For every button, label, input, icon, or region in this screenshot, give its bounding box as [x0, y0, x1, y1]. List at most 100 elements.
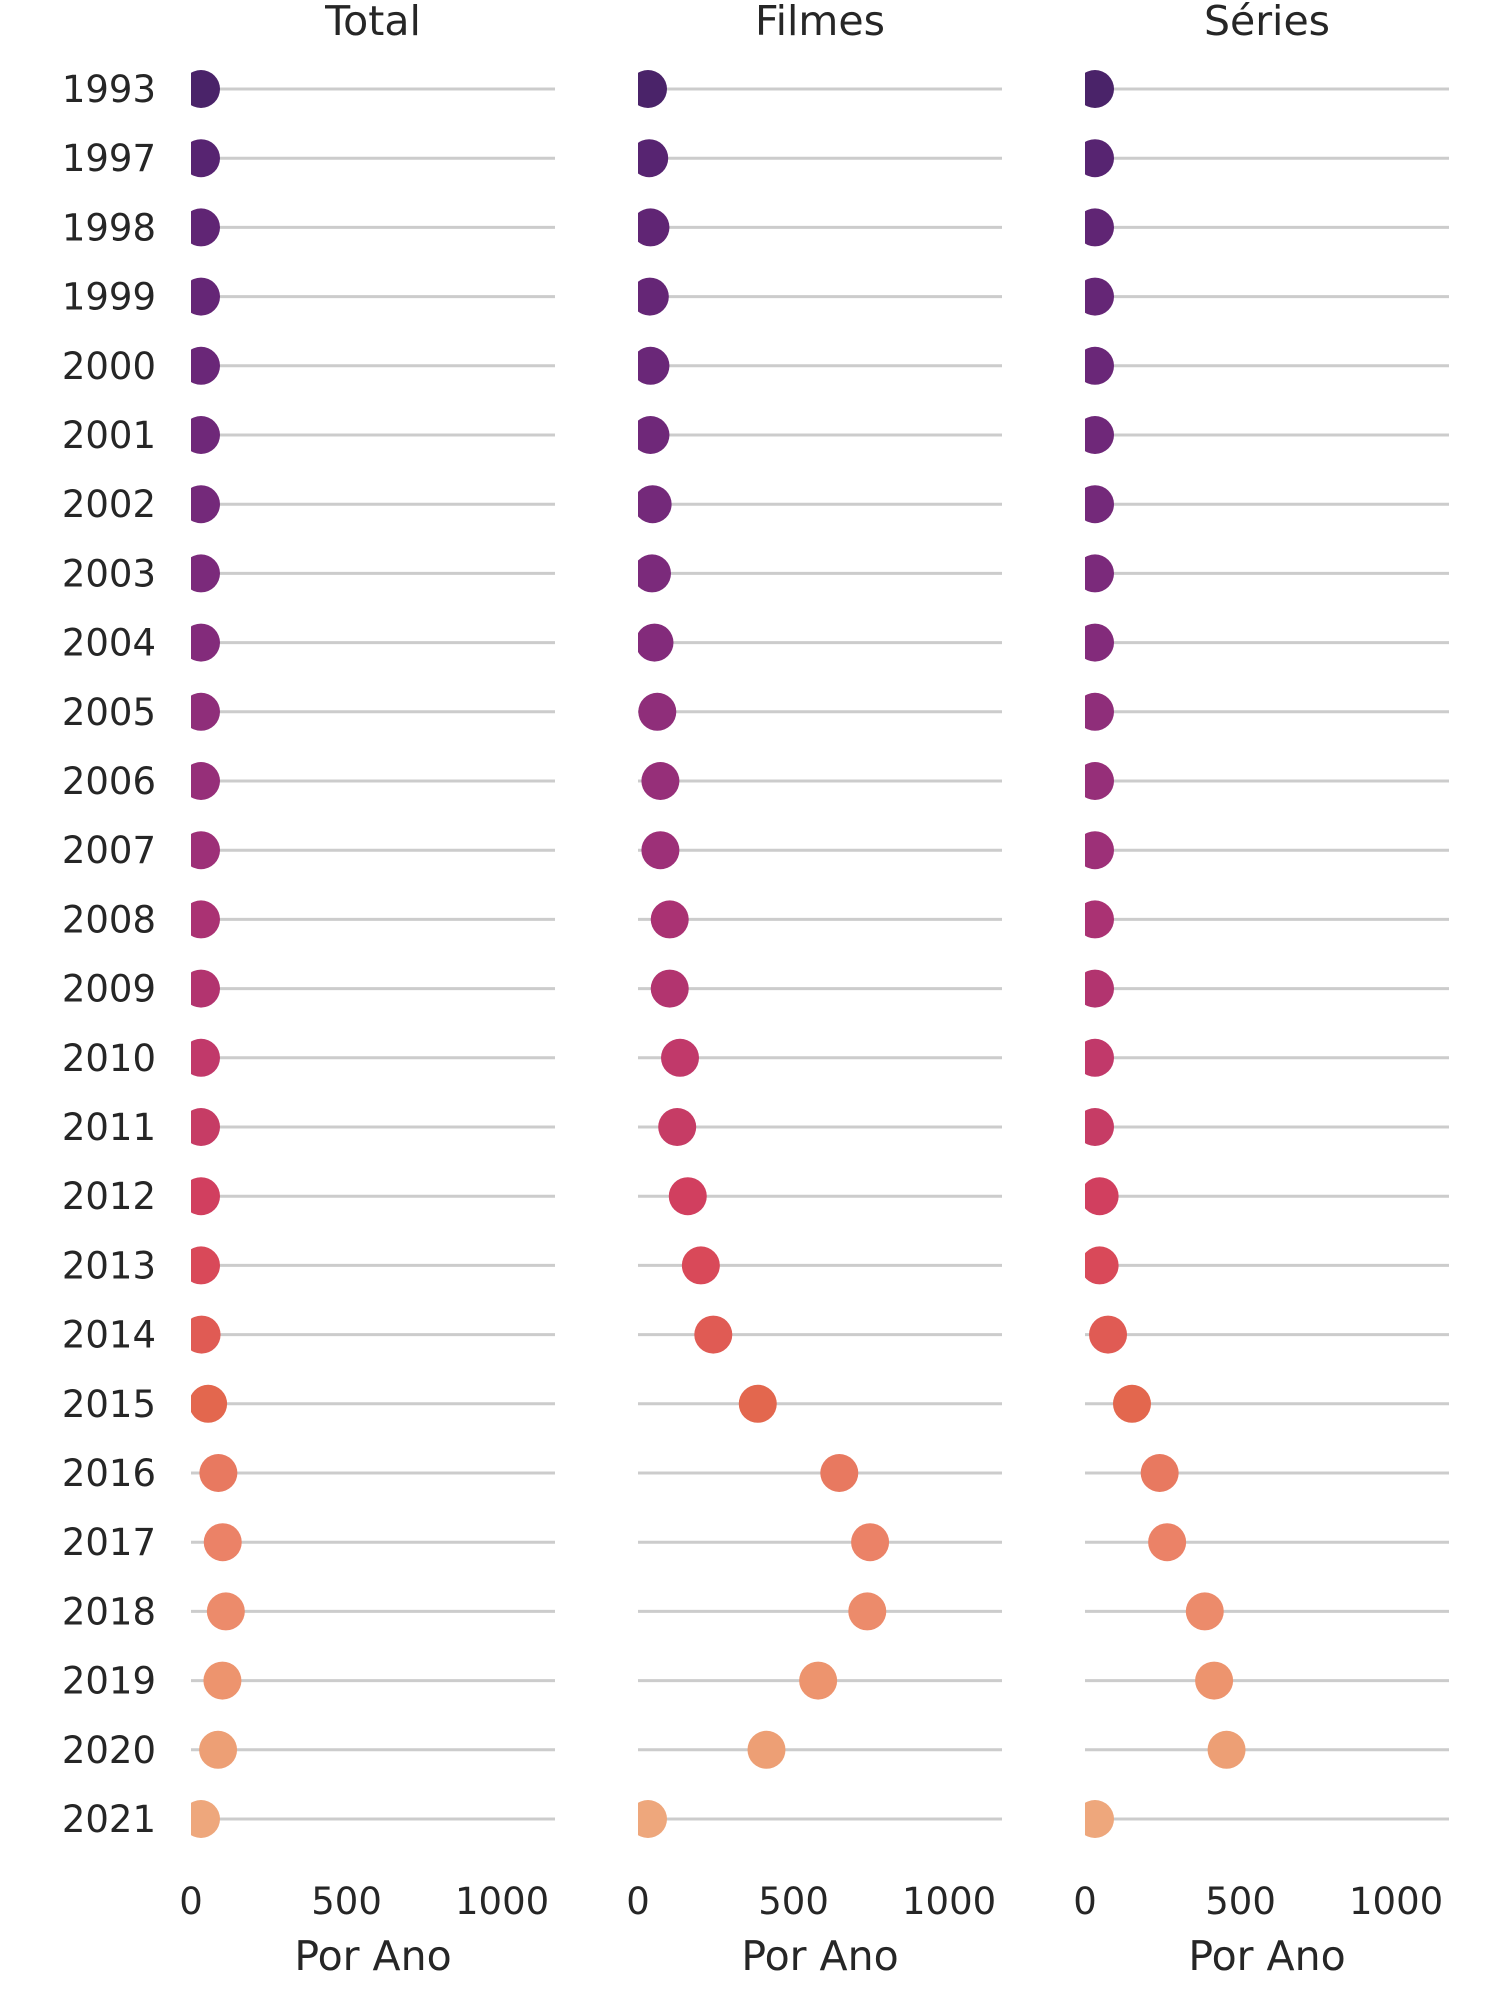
y-tick-label: 2014 — [62, 1314, 156, 1357]
data-point-2010 — [1085, 1038, 1114, 1077]
data-point-2006 — [1085, 762, 1114, 800]
data-point-2003 — [638, 554, 671, 593]
x-tick-label: 0 — [626, 1880, 650, 1923]
data-point-1998 — [1085, 208, 1114, 247]
data-point-2008 — [650, 900, 689, 939]
data-point-2010 — [191, 1038, 220, 1077]
data-point-2019 — [799, 1661, 838, 1700]
y-tick-label: 2001 — [62, 414, 156, 457]
panel-title: Filmes — [755, 0, 885, 45]
data-point-2021 — [1085, 1800, 1114, 1838]
y-tick-label: 2007 — [62, 829, 156, 872]
data-point-2021 — [191, 1800, 220, 1838]
x-axis-label: Por Ano — [741, 1932, 898, 1980]
panel-title: Séries — [1204, 0, 1330, 45]
data-point-2013 — [681, 1246, 720, 1285]
y-tick-label: 2021 — [62, 1798, 156, 1841]
y-tick-label: 1993 — [62, 68, 156, 111]
y-tick-label: 2018 — [62, 1590, 156, 1633]
data-point-2007 — [641, 831, 680, 870]
data-point-2020 — [1207, 1730, 1246, 1769]
dots — [1085, 70, 1246, 1838]
data-point-2017 — [1148, 1523, 1187, 1562]
data-point-2015 — [738, 1384, 777, 1423]
data-point-2003 — [1085, 554, 1114, 593]
data-point-1997 — [1085, 139, 1114, 178]
data-point-1993 — [638, 70, 667, 108]
data-point-2009 — [650, 969, 689, 1008]
y-tick-label: 2019 — [62, 1660, 156, 1703]
data-point-2012 — [191, 1177, 220, 1216]
y-tick-label: 2004 — [62, 622, 156, 665]
data-point-2008 — [191, 900, 220, 939]
data-point-2004 — [1085, 623, 1114, 662]
data-point-2003 — [191, 554, 220, 593]
data-point-1999 — [638, 277, 669, 316]
data-point-2015 — [1112, 1384, 1151, 1423]
data-point-2005 — [638, 692, 677, 731]
y-tick-label: 2013 — [62, 1244, 156, 1287]
data-point-2001 — [1085, 416, 1114, 454]
data-point-2006 — [641, 762, 680, 800]
data-point-2013 — [1085, 1246, 1119, 1285]
x-axis-label: Por Ano — [294, 1932, 451, 1980]
panel-title: Total — [324, 0, 421, 45]
data-point-2002 — [638, 485, 672, 524]
data-point-2011 — [1085, 1108, 1114, 1146]
y-tick-label: 2005 — [62, 691, 156, 734]
data-point-2001 — [191, 416, 220, 454]
y-tick-label: 2020 — [62, 1729, 156, 1772]
data-point-2009 — [191, 969, 220, 1008]
y-tick-label: 2010 — [62, 1037, 156, 1080]
y-tick-label: 2002 — [62, 483, 156, 526]
data-point-1999 — [1085, 277, 1114, 316]
data-point-2016 — [820, 1454, 859, 1492]
y-tick-label: 2017 — [62, 1521, 156, 1564]
data-point-2000 — [1085, 346, 1114, 385]
data-point-2018 — [1185, 1592, 1224, 1631]
y-tick-label: 2003 — [62, 552, 156, 595]
data-point-2002 — [191, 485, 220, 524]
y-tick-label: 1997 — [62, 137, 156, 180]
data-point-2014 — [694, 1315, 733, 1354]
data-point-2020 — [747, 1730, 786, 1769]
data-point-2001 — [638, 416, 670, 454]
data-point-2017 — [203, 1523, 242, 1562]
data-point-1998 — [191, 208, 220, 247]
y-tick-label: 1998 — [62, 206, 156, 249]
data-point-2019 — [203, 1661, 242, 1700]
y-tick-label: 2011 — [62, 1106, 156, 1149]
data-point-2010 — [661, 1038, 699, 1077]
y-axis: 1993 1997 1998 1999 2000 2001 2002 2003 2004 2005… — [62, 68, 156, 1841]
x-tick-label: 500 — [758, 1880, 829, 1923]
data-point-2009 — [1085, 969, 1114, 1008]
x-tick-label: 0 — [1073, 1880, 1097, 1923]
data-point-2014 — [191, 1315, 221, 1354]
data-point-1998 — [638, 208, 670, 247]
data-point-2014 — [1089, 1315, 1128, 1354]
data-point-2005 — [1085, 692, 1114, 731]
y-tick-label: 2006 — [62, 760, 156, 803]
data-point-2007 — [191, 831, 220, 870]
x-tick-label: 500 — [1205, 1880, 1276, 1923]
data-point-2011 — [191, 1108, 220, 1146]
data-point-2004 — [191, 623, 220, 662]
x-tick-label: 500 — [311, 1880, 382, 1923]
y-tick-label: 2012 — [62, 1175, 156, 1218]
data-point-2000 — [191, 346, 220, 385]
data-point-2015 — [191, 1384, 228, 1423]
data-point-2008 — [1085, 900, 1114, 939]
data-point-2013 — [191, 1246, 220, 1285]
data-point-2018 — [206, 1592, 245, 1631]
data-point-2011 — [658, 1108, 697, 1146]
data-point-2020 — [199, 1730, 238, 1769]
data-point-2021 — [638, 1800, 667, 1838]
data-point-2007 — [1085, 831, 1114, 870]
data-point-2006 — [191, 762, 220, 800]
data-point-1993 — [191, 70, 220, 108]
data-point-1997 — [191, 139, 220, 178]
